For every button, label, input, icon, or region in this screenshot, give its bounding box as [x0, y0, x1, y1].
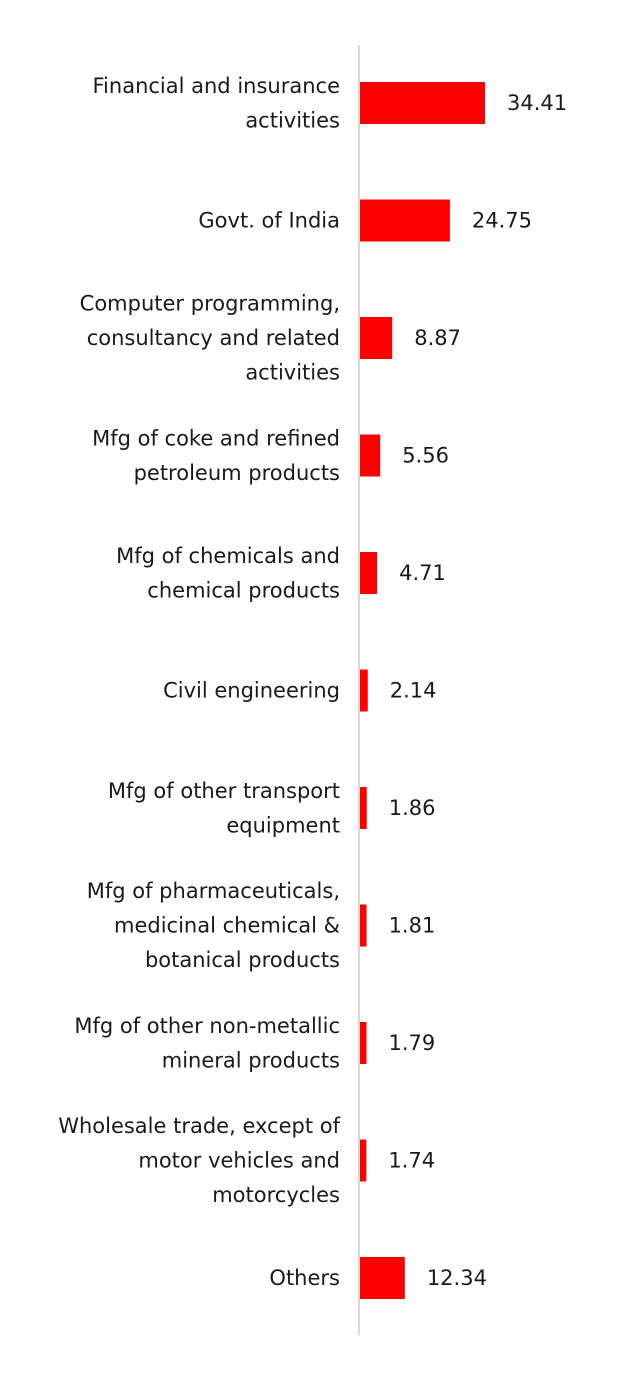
- category-label-9-line-1: motor vehicles and: [138, 1149, 340, 1173]
- bar-8: [360, 1022, 367, 1064]
- category-label-3: Mfg of coke and refined petroleum product…: [92, 426, 340, 485]
- category-label-7-line-1: medicinal chemical &: [114, 914, 340, 938]
- category-label-4: Mfg of chemicals and chemical products: [116, 544, 340, 603]
- category-label-9-line-2: motorcycles: [212, 1183, 340, 1207]
- value-label-4: 4.71: [399, 561, 446, 585]
- category-label-8: Mfg of other non-metallic mineral product…: [74, 1014, 340, 1073]
- bar-4: [360, 552, 378, 594]
- category-label-7-line-0: Mfg of pharmaceuticals,: [87, 879, 340, 903]
- category-label-10: Others: [269, 1266, 340, 1290]
- value-label-9: 1.74: [388, 1149, 435, 1173]
- category-label-2-line-2: activities: [245, 361, 340, 385]
- value-label-0: 34.41: [507, 91, 567, 115]
- value-labels-layer: 34.41 24.75 8.87 5.56 4.71 2.14 1.86 1.81 1.79 1.…: [388, 91, 567, 1290]
- bar-10: [360, 1257, 405, 1299]
- category-label-3-line-0: Mfg of coke and refined: [92, 426, 340, 450]
- category-label-1-line-0: Govt. of India: [198, 209, 340, 233]
- category-labels-layer: Financial and insurance activities Govt. o…: [58, 74, 340, 1290]
- category-label-0: Financial and insurance activities: [93, 74, 341, 133]
- category-label-5: Civil engineering: [163, 679, 340, 703]
- category-label-9-line-0: Wholesale trade, except of: [58, 1114, 340, 1138]
- bar-5: [360, 669, 368, 712]
- bar-3: [360, 434, 381, 477]
- category-label-7-line-2: botanical products: [145, 948, 340, 972]
- value-label-6: 1.86: [389, 796, 436, 820]
- bar-7: [360, 904, 367, 947]
- value-label-7: 1.81: [389, 914, 436, 938]
- category-label-6-line-1: equipment: [226, 813, 340, 837]
- category-label-1: Govt. of India: [198, 209, 340, 233]
- value-label-1: 24.75: [472, 209, 532, 233]
- bars-layer: [360, 82, 485, 1299]
- category-label-8-line-1: mineral products: [162, 1048, 340, 1072]
- category-label-4-line-0: Mfg of chemicals and: [116, 544, 340, 568]
- category-label-8-line-0: Mfg of other non-metallic: [74, 1014, 340, 1038]
- category-label-6-line-0: Mfg of other transport: [108, 779, 340, 803]
- category-label-5-line-0: Civil engineering: [163, 679, 340, 703]
- value-label-5: 2.14: [390, 679, 437, 703]
- bar-2: [360, 317, 393, 359]
- bar-6: [360, 787, 367, 829]
- category-label-4-line-1: chemical products: [147, 578, 340, 602]
- bar-9: [360, 1139, 367, 1182]
- value-label-10: 12.34: [427, 1266, 487, 1290]
- value-label-2: 8.87: [414, 326, 461, 350]
- category-label-2: Computer programming, consultancy and rel…: [80, 292, 340, 385]
- category-label-2-line-0: Computer programming,: [80, 292, 340, 316]
- category-label-0-line-0: Financial and insurance: [93, 74, 341, 98]
- category-label-3-line-1: petroleum products: [134, 461, 340, 485]
- category-label-7: Mfg of pharmaceuticals, medicinal chemica…: [87, 879, 340, 972]
- value-label-3: 5.56: [402, 444, 449, 468]
- value-label-8: 1.79: [389, 1031, 436, 1055]
- bar-1: [360, 199, 450, 242]
- category-label-6: Mfg of other transport equipment: [108, 779, 340, 838]
- category-label-2-line-1: consultancy and related: [87, 326, 340, 350]
- category-label-0-line-1: activities: [245, 108, 340, 132]
- category-label-9: Wholesale trade, except of motor vehicles…: [58, 1114, 340, 1207]
- category-label-10-line-0: Others: [269, 1266, 340, 1290]
- bar-0: [360, 82, 485, 124]
